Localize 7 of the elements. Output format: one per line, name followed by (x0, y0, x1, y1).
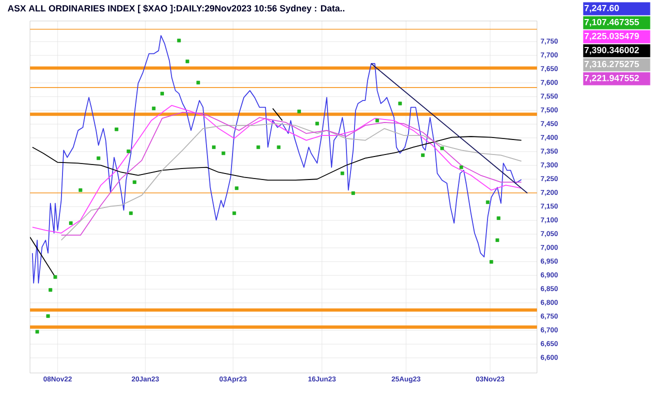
text: 7,221.947552 (584, 74, 639, 83)
text: 7,247.60 (584, 4, 619, 13)
text: 7,390.346002 (584, 46, 639, 55)
text: 7,316.275275 (584, 60, 639, 69)
chart-title: ASX ALL ORDINARIES INDEX [ $XAO ]:DAILY:29Nov2023 10:56 Sydney : Data.. (8, 4, 344, 14)
text: 7,107.467355 (584, 18, 639, 27)
text: 7,225.035479 (584, 32, 639, 41)
